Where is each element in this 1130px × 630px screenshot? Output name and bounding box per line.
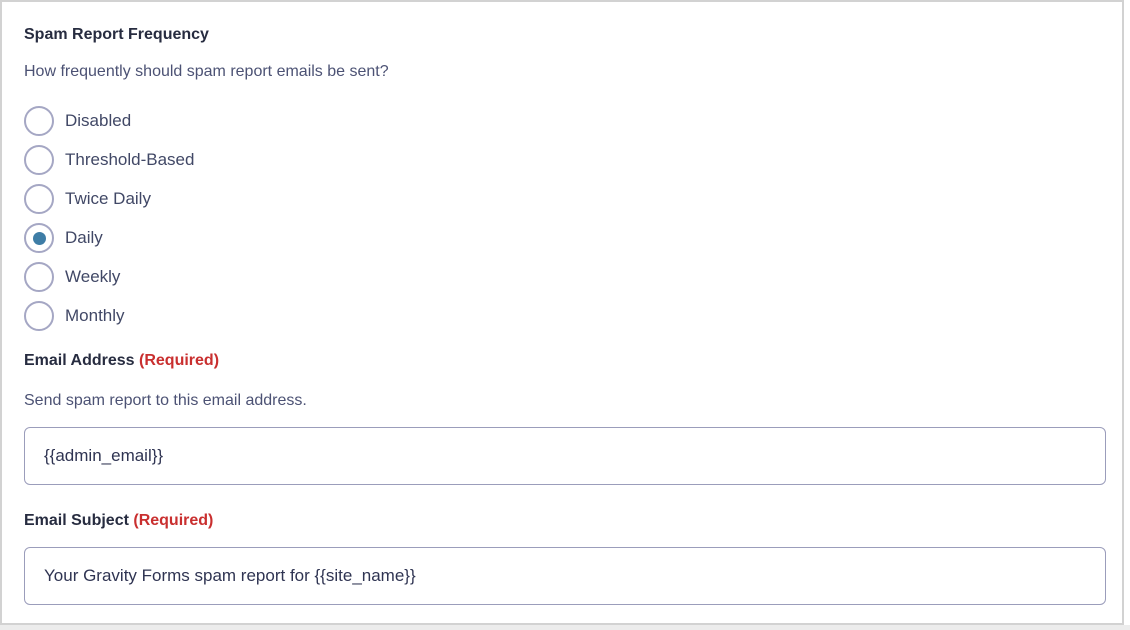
radio-option-label: Daily	[65, 228, 103, 247]
radio-option-daily[interactable]: Daily	[24, 223, 103, 253]
radio-icon[interactable]	[24, 145, 54, 175]
radio-selected-icon[interactable]	[24, 223, 54, 253]
radio-option-label: Weekly	[65, 267, 121, 286]
email-subject-field: Email Subject (Required)	[24, 511, 1106, 605]
email-subject-input[interactable]	[24, 547, 1106, 605]
frequency-field-description: How frequently should spam report emails…	[24, 63, 389, 80]
email-subject-label: Email Subject (Required)	[24, 512, 214, 529]
radio-option-disabled[interactable]: Disabled	[24, 106, 131, 136]
email-address-label: Email Address (Required)	[24, 352, 220, 369]
email-address-input[interactable]	[24, 427, 1106, 485]
spam-report-frequency-field: Spam Report Frequency How frequently sho…	[24, 25, 1100, 331]
frequency-field-label: Spam Report Frequency	[24, 26, 209, 43]
radio-option-label: Twice Daily	[65, 189, 151, 208]
radio-option-monthly[interactable]: Monthly	[24, 301, 125, 331]
frequency-radio-group: Disabled Threshold-Based Twice Daily Dai…	[24, 106, 1100, 331]
radio-icon[interactable]	[24, 262, 54, 292]
radio-icon[interactable]	[24, 301, 54, 331]
radio-icon[interactable]	[24, 184, 54, 214]
radio-option-twice-daily[interactable]: Twice Daily	[24, 184, 151, 214]
required-badge: (Required)	[139, 352, 220, 369]
radio-option-threshold-based[interactable]: Threshold-Based	[24, 145, 194, 175]
email-address-field: Email Address (Required) Send spam repor…	[24, 351, 1106, 485]
radio-option-weekly[interactable]: Weekly	[24, 262, 120, 292]
radio-option-label: Threshold-Based	[65, 150, 195, 169]
radio-option-label: Disabled	[65, 111, 132, 130]
panel-bottom-edge	[0, 625, 1130, 630]
email-address-description: Send spam report to this email address.	[24, 392, 307, 409]
radio-option-label: Monthly	[65, 306, 125, 325]
radio-icon[interactable]	[24, 106, 54, 136]
required-badge: (Required)	[133, 512, 214, 529]
